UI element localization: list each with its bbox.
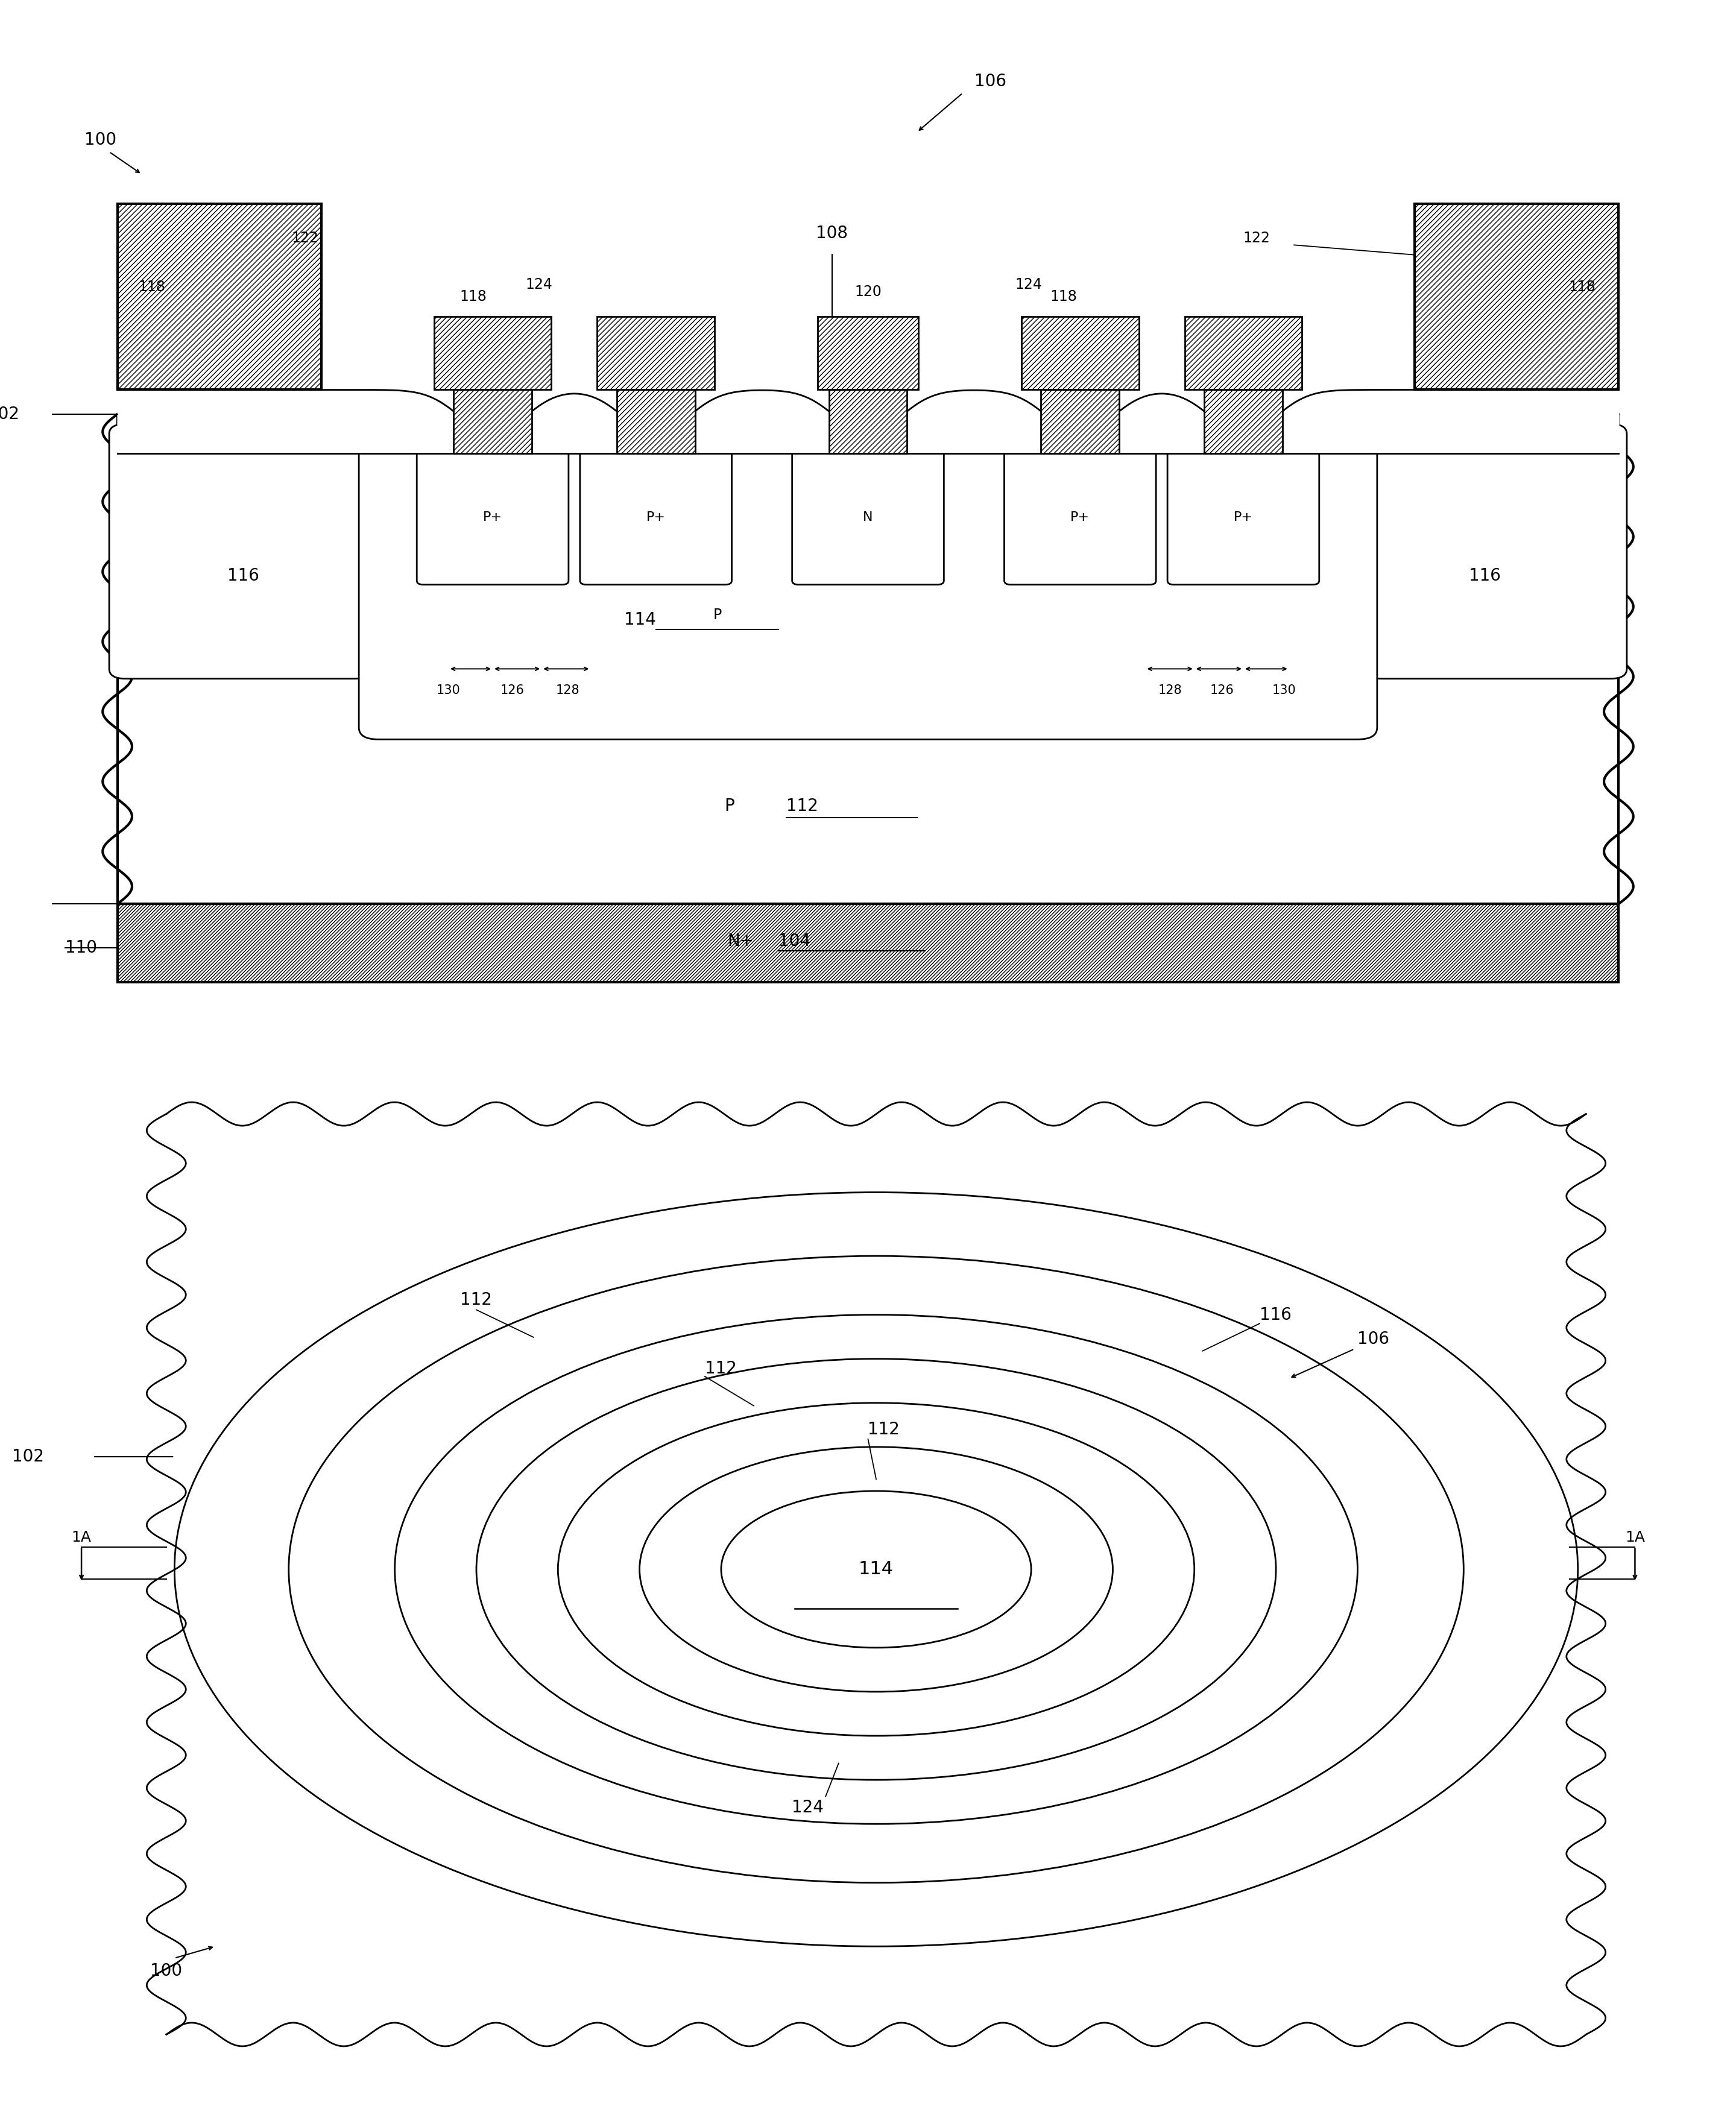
Bar: [1415, 204, 1618, 390]
Text: 118: 118: [139, 280, 165, 295]
Text: N+: N+: [727, 933, 753, 950]
Text: 122: 122: [292, 232, 318, 244]
Text: 128: 128: [1158, 684, 1182, 697]
Bar: [118, 903, 1618, 981]
FancyBboxPatch shape: [417, 449, 569, 585]
Text: 122: 122: [1243, 232, 1271, 244]
FancyBboxPatch shape: [580, 449, 733, 585]
Text: 100: 100: [85, 131, 116, 150]
Bar: [118, 379, 1618, 453]
Text: 108: 108: [816, 225, 849, 242]
Text: 116: 116: [227, 567, 259, 583]
Text: 112: 112: [868, 1422, 899, 1438]
Text: 112: 112: [786, 798, 818, 815]
FancyBboxPatch shape: [792, 449, 944, 585]
Text: 116: 116: [1260, 1306, 1292, 1323]
Bar: [434, 316, 552, 390]
Bar: [1205, 390, 1283, 453]
Text: 116: 116: [1469, 567, 1502, 583]
Text: P+: P+: [483, 512, 502, 522]
Bar: [118, 415, 1618, 903]
Bar: [1021, 316, 1139, 390]
Bar: [434, 316, 552, 390]
Text: P: P: [724, 798, 734, 815]
Text: 106: 106: [1358, 1331, 1389, 1348]
Text: 128: 128: [556, 684, 580, 697]
Bar: [828, 390, 908, 453]
Bar: [118, 903, 1618, 981]
Text: 120: 120: [854, 284, 882, 299]
Text: 118: 118: [1569, 280, 1595, 295]
Text: 118: 118: [1050, 289, 1078, 303]
Bar: [1042, 390, 1120, 453]
Text: 118: 118: [460, 289, 486, 303]
Bar: [1205, 390, 1283, 453]
Text: 114: 114: [623, 611, 656, 628]
Bar: [1021, 316, 1139, 390]
Text: 100: 100: [149, 1963, 182, 1980]
Bar: [453, 390, 531, 453]
Bar: [1042, 390, 1120, 453]
Text: 124: 124: [526, 278, 552, 293]
Text: 104: 104: [778, 933, 811, 950]
Text: 126: 126: [1210, 684, 1234, 697]
Bar: [1415, 204, 1618, 390]
FancyBboxPatch shape: [359, 421, 1377, 739]
Text: P+: P+: [1234, 512, 1253, 522]
Bar: [1184, 316, 1302, 390]
Bar: [597, 316, 715, 390]
Bar: [828, 390, 908, 453]
Bar: [818, 316, 918, 390]
Text: P+: P+: [1071, 512, 1090, 522]
Text: 110: 110: [66, 939, 97, 956]
Text: 130: 130: [437, 684, 460, 697]
Text: P: P: [713, 609, 722, 621]
Bar: [597, 316, 715, 390]
FancyBboxPatch shape: [1366, 423, 1627, 678]
Text: P+: P+: [646, 512, 665, 522]
Text: 112: 112: [705, 1360, 736, 1377]
Bar: [453, 390, 531, 453]
Text: 102: 102: [12, 1449, 43, 1466]
Text: 1A: 1A: [1625, 1531, 1646, 1546]
Text: 126: 126: [500, 684, 524, 697]
Text: 1A: 1A: [71, 1531, 92, 1546]
Text: 130: 130: [1272, 684, 1297, 697]
FancyBboxPatch shape: [1003, 449, 1156, 585]
Bar: [118, 204, 321, 390]
Bar: [616, 390, 694, 453]
Text: 124: 124: [792, 1799, 823, 1815]
FancyBboxPatch shape: [1167, 449, 1319, 585]
Text: 106: 106: [974, 74, 1007, 91]
Text: N: N: [863, 512, 873, 522]
Text: 112: 112: [460, 1291, 491, 1308]
Text: 102: 102: [0, 406, 19, 423]
Bar: [1184, 316, 1302, 390]
Text: 124: 124: [1016, 278, 1042, 293]
Bar: [818, 316, 918, 390]
Bar: [616, 390, 694, 453]
Text: 114: 114: [859, 1561, 894, 1577]
Bar: [118, 204, 321, 390]
FancyBboxPatch shape: [109, 423, 370, 678]
